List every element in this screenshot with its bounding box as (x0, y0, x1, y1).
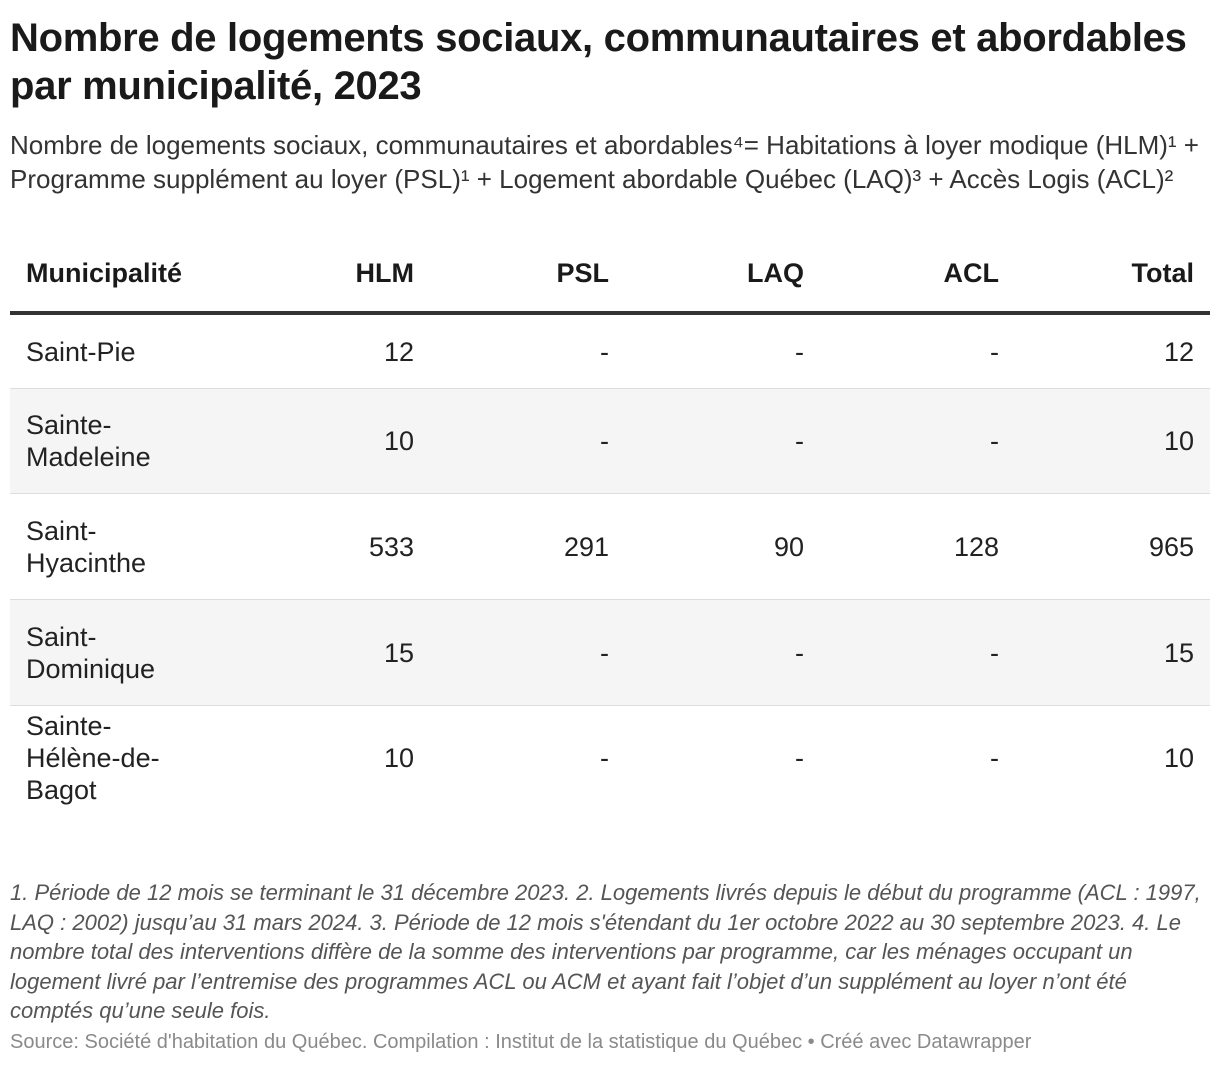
table-row: Saint-Pie 12 - - - 12 (10, 313, 1210, 389)
cell-psl: 291 (430, 493, 625, 600)
table-header-row: Municipalité HLM PSL LAQ ACL Total (10, 236, 1210, 315)
cell-total: 10 (1015, 388, 1210, 494)
cell-psl: - (430, 388, 625, 494)
cell-laq: - (625, 599, 820, 706)
cell-laq: - (795, 743, 804, 773)
cell-municipalite: Sainte-Hélène-de-Bagot (26, 711, 160, 805)
column-header-total[interactable]: Total (1015, 236, 1210, 315)
cell-acl: - (820, 388, 1015, 494)
cell-municipalite: Saint-Hyacinthe (10, 493, 220, 600)
data-table: Municipalité HLM PSL LAQ ACL Total Saint… (10, 236, 1210, 810)
table-row: Saint-Dominique 15 - - - 15 (10, 599, 1210, 706)
cell-psl: - (430, 599, 625, 706)
cell-hlm: 533 (220, 493, 430, 600)
source-line: Source: Société d'habitation du Québec. … (10, 1031, 1032, 1053)
cell-total: 15 (1015, 599, 1210, 706)
column-header-acl[interactable]: ACL (820, 236, 1015, 315)
chart-subtitle: Nombre de logements sociaux, communautai… (10, 130, 1199, 194)
cell-psl: - (430, 313, 625, 389)
table-row: Sainte-Hélène-de-Bagot 10 - - - 10 (10, 706, 1210, 811)
column-header-municipalite[interactable]: Municipalité (10, 236, 220, 315)
column-header-laq[interactable]: LAQ (625, 236, 820, 315)
cell-acl: - (820, 313, 1015, 389)
cell-hlm: 15 (220, 599, 430, 706)
column-header-hlm[interactable]: HLM (220, 236, 430, 315)
cell-hlm: 10 (383, 743, 414, 773)
cell-municipalite: Saint-Dominique (10, 599, 220, 706)
cell-acl: - (820, 599, 1015, 706)
cell-acl: - (990, 743, 999, 773)
column-header-psl[interactable]: PSL (430, 236, 625, 315)
cell-total: 12 (1015, 313, 1210, 389)
cell-hlm: 12 (220, 313, 430, 389)
table-row: Sainte-Madeleine 10 - - - 10 (10, 388, 1210, 494)
cell-total: 10 (1163, 743, 1194, 773)
table-row: Saint-Hyacinthe 533 291 90 128 965 (10, 493, 1210, 600)
cell-laq: - (625, 313, 820, 389)
cell-laq: - (625, 388, 820, 494)
cell-psl: - (600, 743, 609, 773)
cell-municipalite: Saint-Pie (10, 313, 220, 389)
cell-municipalite: Sainte-Madeleine (10, 388, 220, 494)
chart-title: Nombre de logements sociaux, communautai… (10, 16, 1187, 108)
cell-acl: 128 (820, 493, 1015, 600)
cell-hlm: 10 (220, 388, 430, 494)
cell-laq: 90 (625, 493, 820, 600)
footnotes: 1. Période de 12 mois se terminant le 31… (10, 880, 1201, 1023)
cell-total: 965 (1015, 493, 1210, 600)
